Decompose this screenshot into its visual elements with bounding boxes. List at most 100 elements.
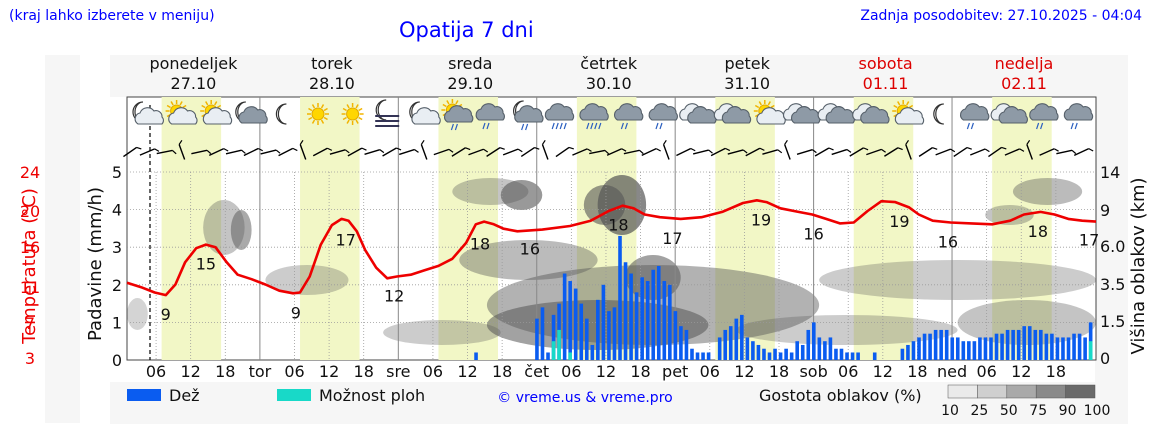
precip-bar xyxy=(474,352,478,360)
density-swatch xyxy=(977,384,1008,399)
wind-arrow xyxy=(1056,149,1077,155)
rain-drop xyxy=(559,122,563,130)
cloud-icon xyxy=(679,103,717,124)
wind-arrow xyxy=(988,146,1007,158)
precip-bar xyxy=(540,307,545,360)
sun-cloud-icon xyxy=(165,100,198,125)
wind-shaft xyxy=(451,147,466,157)
daylight-bands xyxy=(161,97,1052,360)
wind-barb xyxy=(863,147,869,151)
temperature-axis-label: Temperatura (°C) xyxy=(19,188,40,345)
density-swatch xyxy=(1035,384,1066,399)
moon-shape xyxy=(275,103,287,125)
wind-shaft xyxy=(347,147,363,157)
wind-barb xyxy=(604,150,610,155)
x-axis-tick: 12 xyxy=(1011,362,1031,381)
legend-layer: Dež Možnost ploh © vreme.us & vreme.pro Gos… xyxy=(127,384,1110,419)
wind-arrow xyxy=(745,147,765,157)
wind-shaft xyxy=(123,146,137,158)
wind-barb xyxy=(136,146,142,150)
precip-bar xyxy=(668,284,672,360)
density-tick: 75 xyxy=(1029,403,1047,419)
x-axis-tick: 06 xyxy=(146,362,166,381)
wind-shaft xyxy=(1039,148,1055,156)
sun-ray xyxy=(442,103,447,108)
temperature-label: 19 xyxy=(751,210,771,229)
header-note[interactable]: (kraj lahko izberete v meniju) xyxy=(9,8,215,24)
wind-arrow xyxy=(623,149,644,155)
temperature-axis-tick: 7 xyxy=(25,314,35,333)
wind-barb xyxy=(517,148,523,153)
wind-shaft xyxy=(918,147,933,157)
moon-icon xyxy=(933,103,944,125)
wind-barb xyxy=(499,147,505,150)
temperature-axis-tick: 16 xyxy=(20,238,40,257)
daylight-band xyxy=(992,97,1052,360)
sun-ray xyxy=(767,101,771,106)
daylight-band xyxy=(161,97,222,360)
wind-shaft xyxy=(1056,149,1073,155)
wind-arrow xyxy=(884,147,903,157)
precip-bar xyxy=(784,348,788,360)
wind-barb xyxy=(846,149,852,153)
precip-bar xyxy=(928,333,932,360)
wind-arrow xyxy=(676,147,696,157)
precip-bar xyxy=(734,318,739,360)
precip-bar xyxy=(673,311,678,360)
x-axis-tick: 18 xyxy=(354,362,374,381)
x-axis-tick: 12 xyxy=(873,362,893,381)
x-axis-tick: 12 xyxy=(734,362,754,381)
wind-shaft xyxy=(849,147,864,157)
cloud-shape xyxy=(1029,103,1059,121)
wind-barb xyxy=(655,148,661,152)
rain-cloud-icon xyxy=(614,103,644,130)
precip-bar xyxy=(557,329,561,360)
density-tick: 90 xyxy=(1059,403,1077,419)
precip-bar xyxy=(1027,326,1032,360)
legend-swatch xyxy=(277,389,311,401)
left-axis-tick: 1 xyxy=(112,313,122,332)
wind-barb xyxy=(379,149,385,154)
wind-barb xyxy=(299,139,304,145)
wind-shaft xyxy=(329,149,346,155)
wind-arrow-strip xyxy=(123,139,1094,160)
wind-arrow xyxy=(555,146,574,158)
rain-drop xyxy=(598,122,602,130)
precip-bar xyxy=(955,337,960,360)
daylight-band xyxy=(715,97,775,360)
sun-ray xyxy=(346,104,350,109)
precip-bar xyxy=(978,337,982,360)
precip-bar xyxy=(983,337,988,360)
wind-barb xyxy=(206,149,212,155)
wind-shaft xyxy=(662,144,670,160)
weather-icon-strip xyxy=(132,99,1094,131)
precip-bar xyxy=(551,341,556,360)
wind-barb xyxy=(344,149,350,154)
sun-cloud-icon xyxy=(200,100,233,125)
temperature-label: 15 xyxy=(196,255,216,274)
precip-bar xyxy=(618,235,622,360)
wind-arrow xyxy=(918,147,938,157)
rain-drop xyxy=(1040,122,1044,130)
right-axis-panel xyxy=(1095,97,1128,382)
precip-bar xyxy=(922,333,927,360)
wind-shaft xyxy=(1026,144,1033,160)
rain-drop xyxy=(586,122,590,130)
left-axis-tick: 0 xyxy=(112,351,122,370)
precip-bar xyxy=(546,352,550,360)
wind-barb xyxy=(275,149,281,154)
precip-bar xyxy=(773,348,777,360)
precip-bar xyxy=(535,318,539,360)
rain-drop xyxy=(482,122,486,130)
wind-shaft xyxy=(398,148,415,156)
wind-shaft xyxy=(420,144,428,160)
wind-arrow xyxy=(208,147,229,157)
legend-label: Možnost ploh xyxy=(319,386,425,405)
wind-shaft xyxy=(727,149,744,155)
precip-bar xyxy=(695,352,700,360)
rain-cloud-icon xyxy=(1029,103,1059,130)
right-axis-tick: 9 xyxy=(1100,201,1110,220)
precip-bar xyxy=(856,352,860,360)
wind-barb xyxy=(414,149,419,153)
wind-arrow xyxy=(502,148,523,156)
